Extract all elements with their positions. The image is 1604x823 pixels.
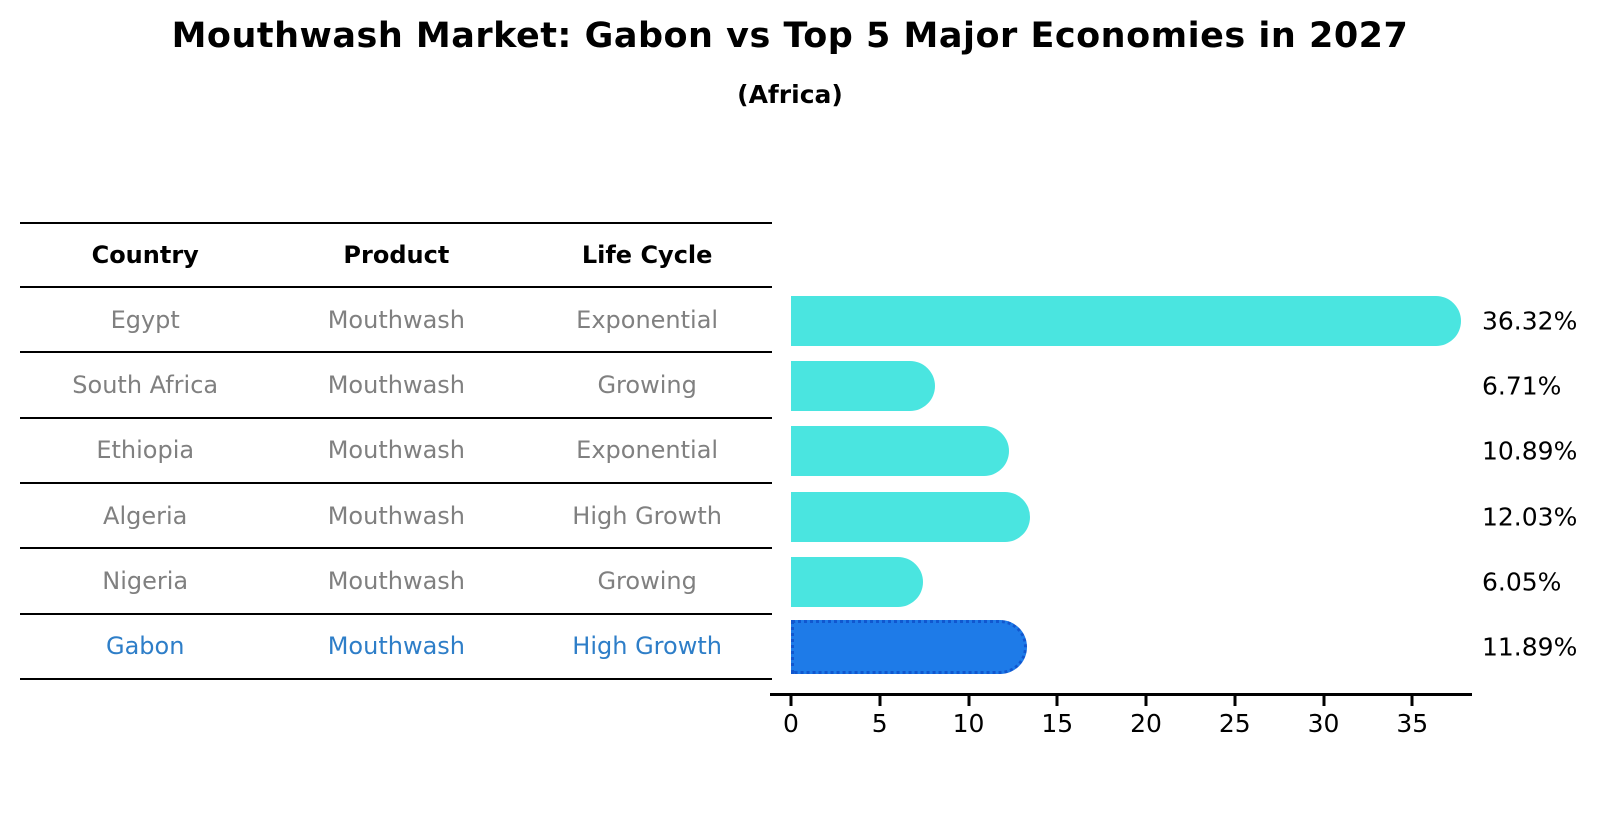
x-tick-label: 15 [1041, 709, 1074, 738]
x-tick-label: 20 [1130, 709, 1162, 738]
x-tick-mark [1055, 696, 1059, 706]
x-tick-mark [967, 696, 970, 706]
bar-egypt [791, 295, 1461, 346]
value-label-south-africa: 6.71% [1482, 371, 1562, 401]
cell-life-cycle: Exponential [576, 436, 719, 465]
x-tick: 20 [1130, 696, 1162, 738]
x-tick-label: 30 [1307, 709, 1340, 738]
x-tick: 30 [1308, 696, 1339, 738]
x-tick-mark [1322, 696, 1325, 706]
bar-ethiopia [791, 426, 1010, 477]
cell-product: Mouthwash [327, 501, 465, 530]
value-label-algeria: 12.03% [1482, 502, 1578, 532]
x-tick: 5 [872, 696, 888, 738]
cell-life-cycle: Growing [597, 566, 697, 595]
page-title: Mouthwash Market: Gabon vs Top 5 Major E… [171, 16, 1409, 56]
bar-plot-area [791, 288, 1481, 680]
header-cell-country: Country [91, 241, 199, 269]
header-cell-product: Product [343, 241, 450, 269]
x-tick-mark [1233, 696, 1237, 706]
x-tick-mark [1410, 696, 1414, 706]
cell-product: Mouthwash [327, 566, 465, 595]
bar-nigeria [791, 556, 924, 607]
cell-product: Mouthwash [327, 632, 465, 661]
x-tick-label: 25 [1218, 709, 1251, 738]
x-tick-label: 5 [871, 709, 888, 738]
x-tick: 15 [1041, 696, 1073, 738]
cell-country: Algeria [103, 501, 188, 530]
x-tick: 25 [1219, 696, 1251, 738]
x-axis-line [770, 693, 1472, 696]
x-tick-label: 10 [952, 709, 985, 738]
table-row-egypt: Egypt Mouthwash Exponential [20, 288, 772, 354]
cell-country: Nigeria [102, 566, 189, 595]
cell-product: Mouthwash [327, 370, 465, 399]
bar-south-africa [791, 360, 936, 411]
x-tick-mark [878, 696, 882, 706]
cell-life-cycle: High Growth [572, 501, 722, 530]
bar-gabon-highlighted [791, 620, 1028, 675]
value-label-ethiopia: 10.89% [1482, 436, 1578, 466]
x-tick-label: 35 [1396, 709, 1429, 738]
cell-country: Gabon [105, 632, 185, 661]
value-label-egypt: 36.32% [1482, 306, 1578, 336]
table-row-nigeria: Nigeria Mouthwash Growing [20, 549, 772, 615]
cell-product: Mouthwash [327, 305, 465, 334]
table-row-gabon-highlighted: Gabon Mouthwash High Growth [20, 615, 772, 680]
cell-life-cycle: High Growth [572, 632, 722, 661]
cell-country: South Africa [72, 370, 219, 399]
table-row-ethiopia: Ethiopia Mouthwash Exponential [20, 419, 772, 484]
cell-product: Mouthwash [327, 436, 465, 465]
table-header-row: Country Product Life Cycle [20, 222, 772, 288]
header-cell-life-cycle: Life Cycle [581, 241, 713, 269]
x-tick: 35 [1396, 696, 1428, 738]
table-row-south-africa: South Africa Mouthwash Growing [20, 353, 772, 419]
value-label-nigeria: 6.05% [1482, 567, 1562, 597]
cell-country: Egypt [110, 305, 180, 334]
x-tick-mark [1144, 696, 1148, 706]
data-table: Country Product Life Cycle Egypt Mouthwa… [20, 222, 772, 680]
x-tick: 10 [953, 696, 984, 738]
table-row-algeria: Algeria Mouthwash High Growth [20, 484, 772, 550]
x-tick-label: 0 [783, 709, 799, 738]
page-subtitle: (Africa) [737, 80, 843, 109]
value-label-gabon: 11.89% [1482, 632, 1578, 662]
cell-life-cycle: Growing [597, 370, 697, 399]
cell-country: Ethiopia [96, 436, 195, 465]
x-tick: 0 [783, 696, 799, 738]
x-tick-mark [789, 696, 793, 706]
cell-life-cycle: Exponential [576, 305, 719, 334]
bar-algeria [791, 491, 1030, 542]
